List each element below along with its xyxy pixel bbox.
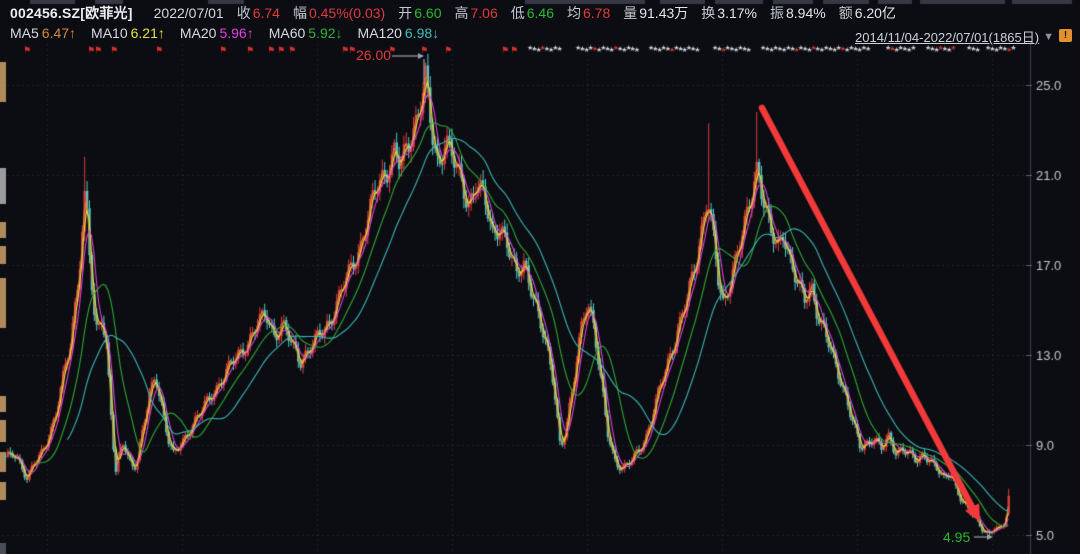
quote-header: 002456.SZ[欧菲光] 2022/07/01 收 6.74 幅 0.45%(0… bbox=[10, 3, 896, 23]
quote-field-avg: 均 6.78 bbox=[566, 5, 611, 21]
quote-date: 2022/07/01 bbox=[153, 5, 224, 21]
low-price-annotation: 4.95 bbox=[943, 529, 971, 545]
quote-field-low: 低 6.46 bbox=[510, 5, 554, 21]
quote-field-close: 收 6.74 bbox=[236, 5, 280, 21]
ma60-legend: MA60 5.92↓ bbox=[268, 25, 343, 41]
ma-legend: MA5 6.47↑ MA10 6.21↑ MA20 5.96↑ MA60 5.92↓ M… bbox=[10, 25, 439, 41]
quote-field-volume: 量 91.43万 bbox=[623, 5, 689, 21]
peak-price-annotation: 26.00 bbox=[356, 47, 392, 63]
ma120-legend: MA120 6.98↓ bbox=[357, 25, 440, 41]
quote-field-amplitude: 振 8.94% bbox=[769, 5, 826, 21]
date-range-selector[interactable]: 2014/11/04-2022/07/01(1865日) ▼ bbox=[855, 27, 1054, 46]
ma10-legend: MA10 6.21↑ bbox=[91, 25, 165, 41]
quote-field-turnover: 换 3.17% bbox=[701, 5, 757, 21]
quote-field-amount: 额 6.20亿 bbox=[838, 5, 896, 21]
alert-icon[interactable]: ! bbox=[1059, 29, 1072, 42]
chevron-down-icon[interactable]: ▼ bbox=[1043, 30, 1054, 43]
stock-symbol[interactable]: 002456.SZ[欧菲光] bbox=[10, 5, 133, 21]
quote-field-open: 开 6.60 bbox=[398, 5, 442, 21]
quote-field-high: 高 7.06 bbox=[454, 5, 498, 21]
quote-field-change: 幅 0.45%(0.03) bbox=[292, 5, 386, 21]
ma20-legend: MA20 5.96↑ bbox=[179, 25, 254, 41]
ma5-legend: MA5 6.47↑ bbox=[10, 25, 77, 41]
date-range-label[interactable]: 2014/11/04-2022/07/01(1865日) bbox=[855, 30, 1040, 45]
